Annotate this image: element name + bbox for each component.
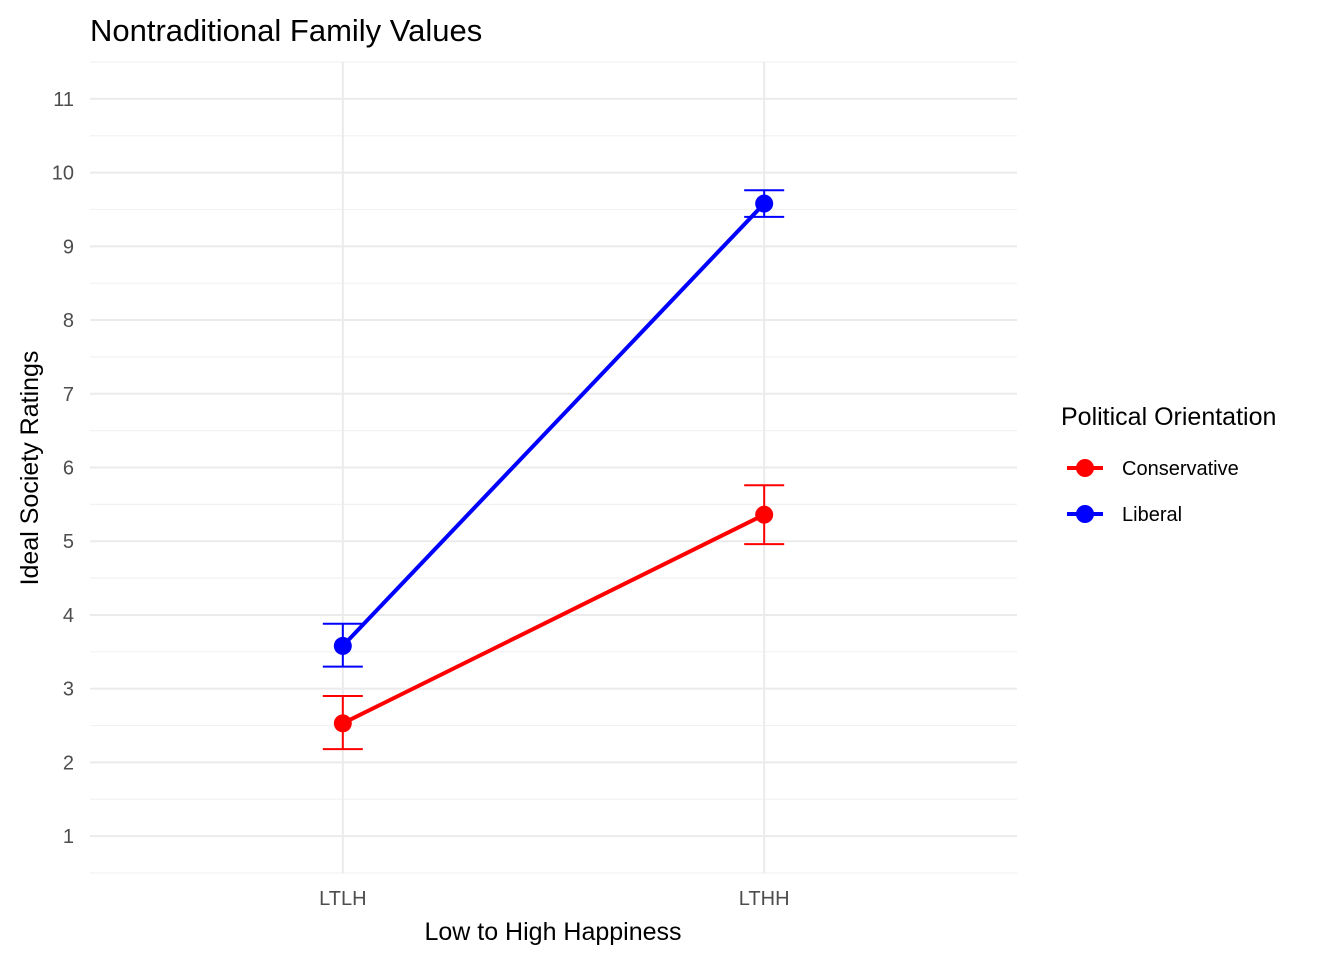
data-point	[333, 636, 352, 655]
y-tick-label: 3	[63, 679, 74, 701]
y-tick-label: 10	[52, 163, 74, 185]
y-tick-label: 5	[63, 531, 74, 553]
x-axis-title: Low to High Happiness	[424, 918, 681, 946]
legend-title: Political Orientation	[1061, 403, 1276, 431]
y-axis-title: Ideal Society Ratings	[16, 351, 44, 586]
legend-key-point	[1076, 459, 1094, 477]
legend: Political Orientation Conservative Libera…	[1061, 403, 1276, 526]
series-line	[341, 202, 766, 648]
chart-title: Nontraditional Family Values	[90, 13, 482, 48]
legend-label: Conservative	[1122, 458, 1239, 480]
y-tick-label: 4	[63, 605, 74, 627]
y-tick-label: 9	[63, 236, 74, 258]
y-tick-label: 7	[63, 384, 74, 406]
x-tick-label: LTLH	[319, 888, 366, 910]
y-tick-label: 8	[63, 310, 74, 332]
data-point	[755, 194, 774, 213]
grid	[90, 61, 1017, 874]
legend-label: Liberal	[1122, 504, 1182, 526]
series-layer	[322, 189, 785, 751]
series-line	[341, 512, 766, 726]
y-axis-tick-labels: 1 2 3 4 5 6 7 8 9 10 11	[52, 89, 74, 848]
data-point	[755, 505, 774, 524]
y-tick-label: 2	[63, 752, 74, 774]
y-tick-label: 6	[63, 458, 74, 480]
y-tick-label: 11	[53, 89, 74, 111]
series-liberal	[322, 189, 785, 668]
series-conservative	[322, 484, 785, 751]
x-axis-tick-labels: LTLH LTHH	[319, 888, 789, 910]
x-tick-label: LTHH	[739, 888, 790, 910]
data-point	[333, 714, 352, 733]
legend-item-conservative: Conservative	[1067, 458, 1239, 480]
legend-key-point	[1076, 505, 1094, 523]
y-tick-label: 1	[63, 826, 74, 848]
legend-item-liberal: Liberal	[1067, 504, 1182, 526]
